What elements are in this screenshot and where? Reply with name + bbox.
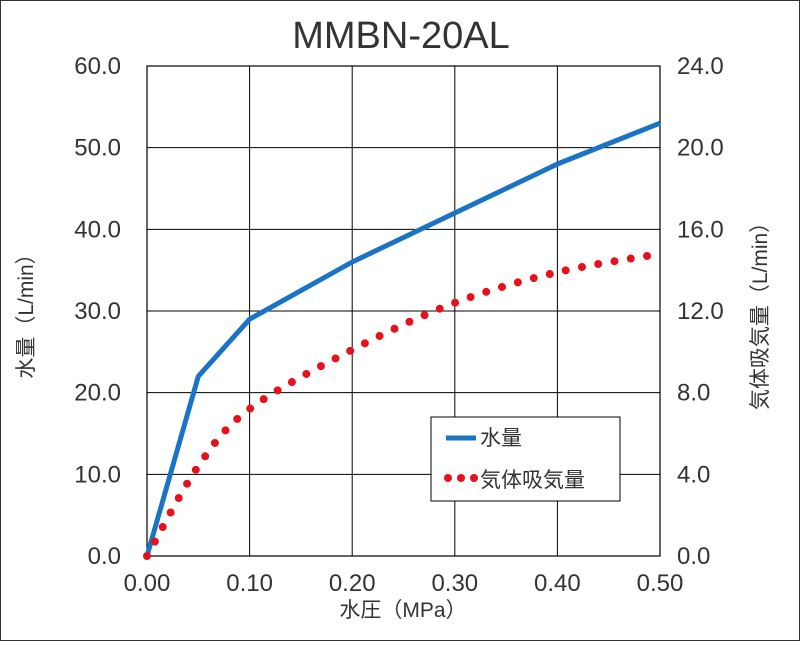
y-tick-label: 30.0 (74, 298, 121, 325)
y2-tick-label: 24.0 (677, 53, 724, 80)
x-tick-label: 0.20 (329, 570, 376, 597)
y-axis-label: 水量（L/min） (15, 243, 38, 378)
x-tick-label: 0.10 (226, 570, 273, 597)
y2-tick-label: 4.0 (677, 461, 710, 488)
chart-title: MMBN-20AL (292, 15, 510, 57)
y-tick-label: 50.0 (74, 135, 121, 162)
legend-swatch-gas (444, 474, 478, 482)
y2-tick-label: 20.0 (677, 135, 724, 162)
y2-tick-label: 12.0 (677, 298, 724, 325)
x-tick-label: 0.50 (637, 570, 684, 597)
legend-dot (457, 474, 465, 482)
y-tick-label: 60.0 (74, 53, 121, 80)
legend-dot (470, 474, 478, 482)
legend: 水量 気体吸気量 (431, 417, 620, 501)
y-tick-label: 10.0 (74, 461, 121, 488)
y-tick-label: 20.0 (74, 380, 121, 407)
legend-label-gas: 気体吸気量 (480, 469, 585, 492)
y-tick-label: 40.0 (74, 216, 121, 243)
x-tick-label: 0.00 (124, 570, 171, 597)
y2-tick-label: 0.0 (677, 543, 710, 570)
legend-label-water: 水量 (480, 427, 522, 450)
x-tick-label: 0.40 (534, 570, 581, 597)
x-axis-label: 水圧（MPa） (339, 599, 466, 622)
y2-tick-label: 16.0 (677, 216, 724, 243)
y2-tick-label: 8.0 (677, 380, 710, 407)
y-tick-label: 0.0 (88, 543, 121, 570)
y2-axis-label: 気体吸気量（L/min） (749, 212, 772, 410)
x-tick-label: 0.30 (431, 570, 478, 597)
legend-dot (444, 474, 452, 482)
